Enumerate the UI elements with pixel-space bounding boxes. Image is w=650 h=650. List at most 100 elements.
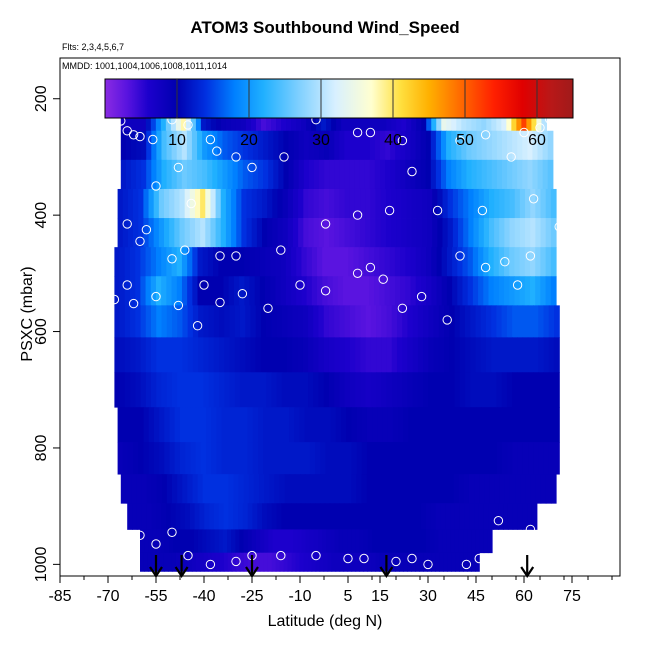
heatmap-cell <box>496 337 503 373</box>
observation-point <box>352 268 363 278</box>
heatmap-cell <box>207 247 214 277</box>
heatmap-cell <box>433 337 440 373</box>
heatmap-cell <box>371 474 378 504</box>
heatmap-cell <box>387 474 393 504</box>
heatmap-cell <box>512 130 518 161</box>
heatmap-cell <box>223 474 229 504</box>
heatmap-cell <box>263 442 269 475</box>
heatmap-cell <box>366 474 373 504</box>
heatmap-cell <box>392 474 398 504</box>
heatmap-cell <box>358 503 364 530</box>
heatmap-cell <box>374 130 381 161</box>
observation-point <box>103 222 113 232</box>
heatmap-cell <box>491 407 498 443</box>
heatmap-cell <box>367 529 373 554</box>
heatmap-cell <box>454 503 461 530</box>
heatmap-cell <box>543 372 550 408</box>
heatmap-cell <box>145 276 152 306</box>
heatmap-cell <box>512 503 519 530</box>
heatmap-cell <box>179 407 186 443</box>
heatmap-cell <box>376 529 381 554</box>
heatmap-cell <box>501 305 508 338</box>
heatmap-cell <box>545 474 552 504</box>
heatmap-cell <box>415 276 422 306</box>
heatmap-cell <box>450 503 456 530</box>
heatmap-cell <box>514 218 521 248</box>
heatmap-cell <box>222 130 229 161</box>
heatmap-cell <box>507 407 514 443</box>
heatmap-cell <box>403 442 410 475</box>
heatmap-cell <box>140 305 147 338</box>
heatmap-cell <box>303 188 310 219</box>
heatmap-cell <box>291 503 297 530</box>
heatmap-cell <box>114 337 121 373</box>
heatmap-cell <box>368 503 374 530</box>
heatmap-cell <box>281 503 287 530</box>
heatmap-cell <box>266 503 273 530</box>
heatmap-cell <box>300 474 306 504</box>
heatmap-cell <box>330 474 337 504</box>
heatmap-cell <box>423 552 428 572</box>
observation-point <box>87 110 97 120</box>
heatmap-cell <box>330 529 336 554</box>
heatmap-cell <box>359 529 365 554</box>
heatmap-cell <box>369 159 376 190</box>
heatmap-cell <box>187 337 194 373</box>
heatmap-cell <box>303 218 310 248</box>
heatmap-cell <box>334 130 340 161</box>
heatmap-cell <box>440 130 447 161</box>
heatmap-cell <box>213 337 220 373</box>
heatmap-cell <box>203 552 209 572</box>
heatmap-cell <box>485 372 492 408</box>
heatmap-cell <box>315 442 321 475</box>
heatmap-cell <box>195 442 202 475</box>
heatmap-cell <box>200 188 206 219</box>
heatmap-cell <box>376 372 382 408</box>
heatmap-cell <box>384 247 391 277</box>
heatmap-cell <box>241 188 248 219</box>
observation-point <box>135 236 145 247</box>
heatmap-cell <box>441 276 448 306</box>
heatmap-cell <box>125 130 132 161</box>
heatmap-cell <box>463 474 470 504</box>
heatmap-cell <box>478 503 485 530</box>
heatmap-cell <box>342 529 348 554</box>
heatmap-cell <box>542 159 549 190</box>
heatmap-cell <box>430 130 437 161</box>
heatmap-cell <box>553 305 560 338</box>
heatmap-cell <box>280 247 287 277</box>
heatmap-cell <box>483 503 490 530</box>
heatmap-cell <box>456 130 462 161</box>
heatmap-cell <box>166 372 173 408</box>
heatmap-cell <box>295 503 302 530</box>
heatmap-cell <box>307 552 313 572</box>
heatmap-cell <box>503 503 509 530</box>
observation-point <box>416 291 427 302</box>
heatmap-cell <box>233 474 240 504</box>
heatmap-cell <box>117 218 124 248</box>
heatmap-cell <box>398 407 404 443</box>
heatmap-cell <box>166 474 173 504</box>
heatmap-cell <box>264 474 270 504</box>
heatmap-cell <box>425 503 432 530</box>
heatmap-cell <box>300 503 307 530</box>
heatmap-cell <box>133 407 139 443</box>
heatmap-cell <box>313 130 320 161</box>
heatmap-cell <box>487 529 493 554</box>
heatmap-cell <box>127 503 133 530</box>
heatmap-cell <box>429 529 435 554</box>
heatmap-cell <box>443 474 450 504</box>
heatmap-cell <box>527 503 533 530</box>
heatmap-cell <box>174 407 181 443</box>
heatmap-cell <box>446 247 453 277</box>
heatmap-cell <box>181 529 187 554</box>
heatmap-cell <box>358 247 365 277</box>
heatmap-cell <box>208 372 215 408</box>
heatmap-cell <box>166 159 173 190</box>
heatmap-cell <box>470 407 477 443</box>
heatmap-cell <box>434 442 441 475</box>
heatmap-cell <box>287 305 293 338</box>
heatmap-cell <box>219 552 225 572</box>
heatmap-cell <box>218 474 224 504</box>
heatmap-cell <box>202 474 209 504</box>
